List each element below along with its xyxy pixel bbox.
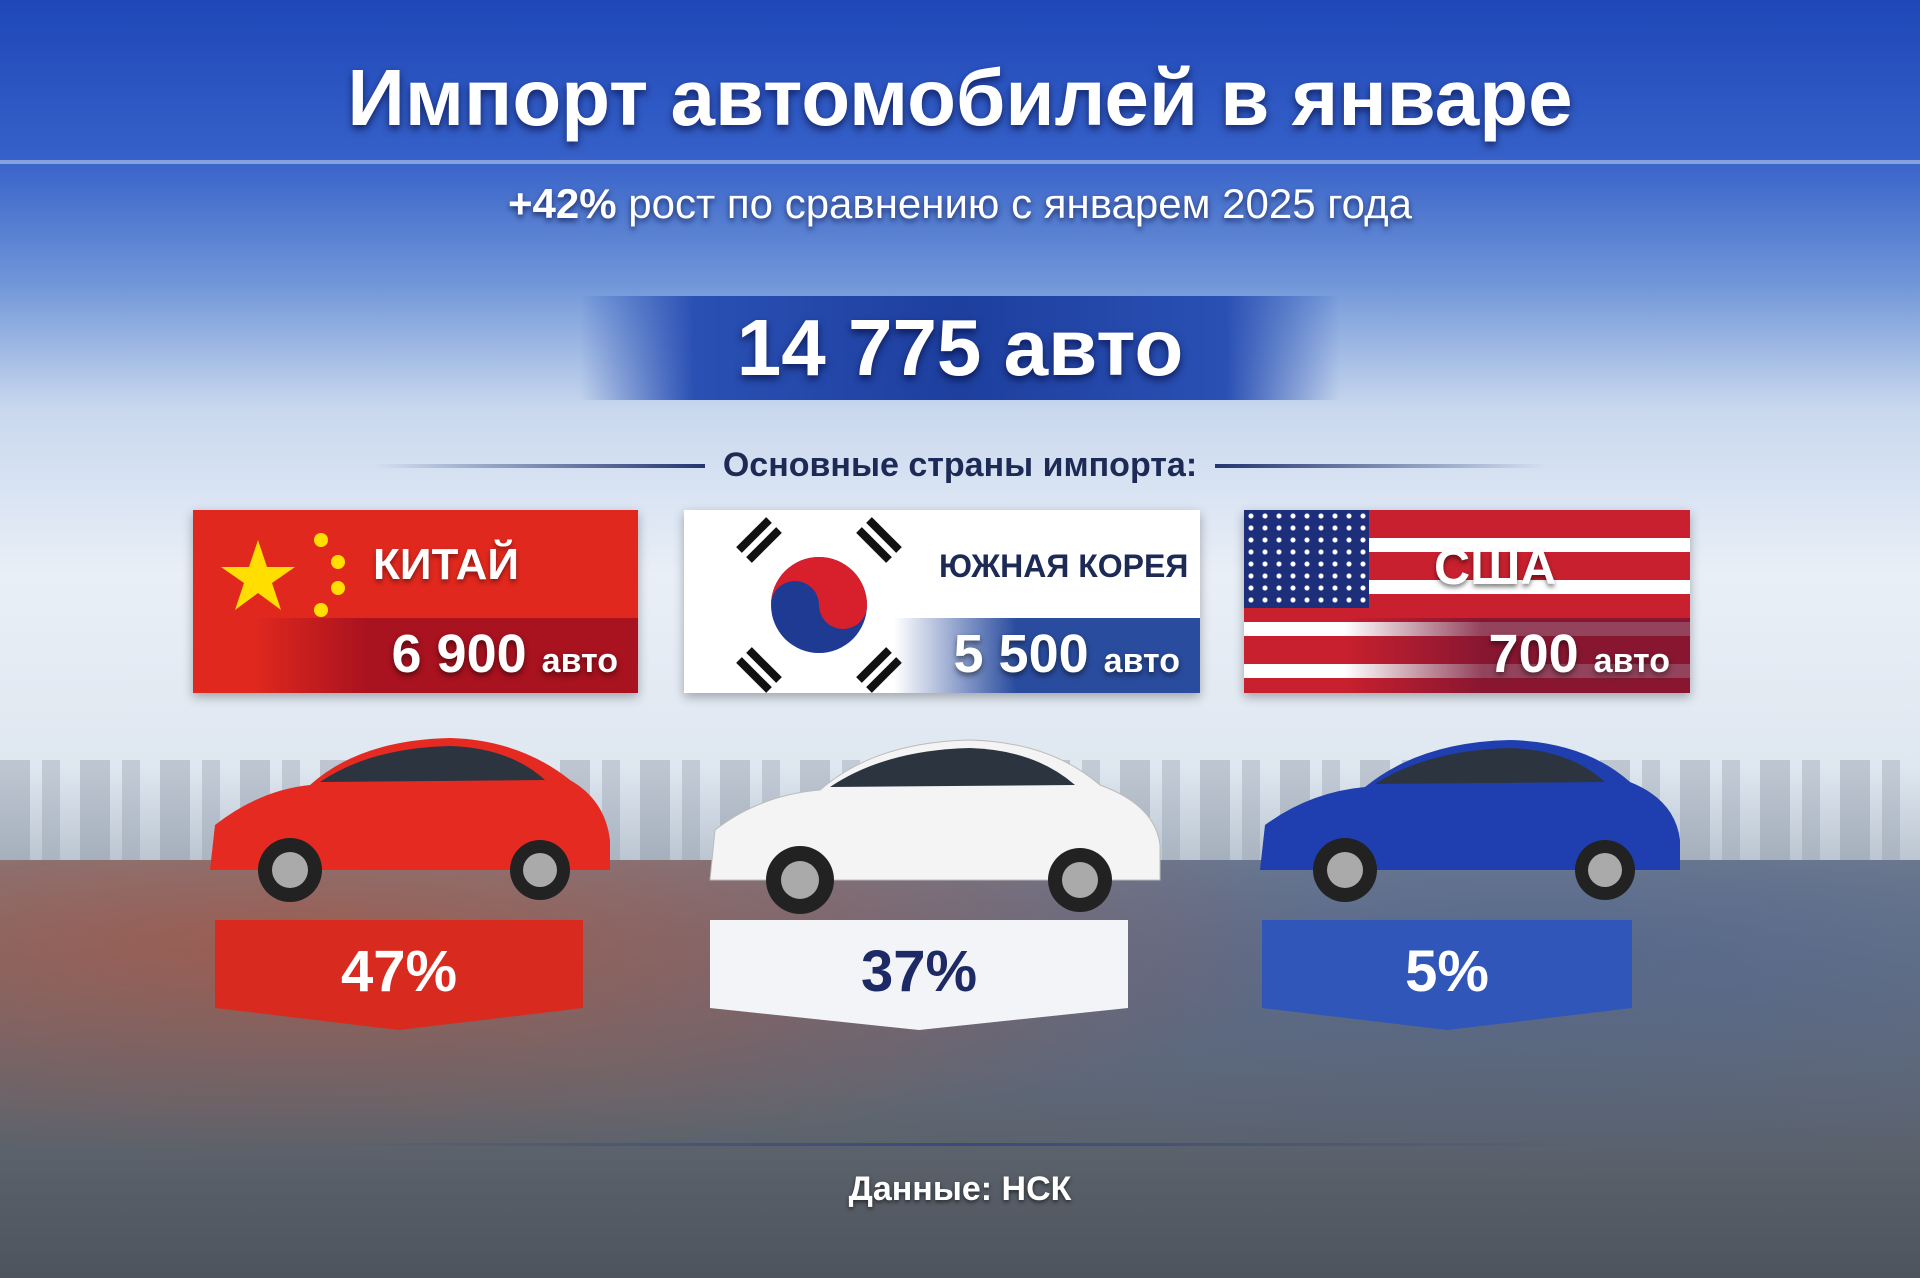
country-count: 6 900 авто (392, 623, 619, 685)
country-card-south-korea: ЮЖНАЯ КОРЕЯ 5 500 авто (684, 510, 1200, 693)
country-card-usa: США 700 авто (1244, 510, 1690, 693)
subtitle: +42% рост по сравнению с январем 2025 го… (0, 180, 1920, 228)
south-korea-flag-icon (736, 517, 902, 693)
footer-divider (330, 1143, 1590, 1146)
count-value: 700 (1488, 624, 1579, 684)
share-badge-usa: 5% (1262, 920, 1632, 1030)
country-name: ЮЖНАЯ КОРЕЯ (939, 548, 1189, 584)
country-name: США (1434, 539, 1557, 595)
country-card-china: КИТАЙ 6 900 авто (193, 510, 638, 693)
share-badge-south-korea: 37% (710, 920, 1128, 1030)
arrow-line-left (374, 463, 705, 468)
count-band (1344, 618, 1690, 693)
arrow-line-right (1215, 463, 1546, 468)
country-name: КИТАЙ (373, 540, 519, 589)
count-band (253, 618, 638, 693)
source-note: Данные: НСК (848, 1170, 1072, 1208)
share-badge-china: 47% (215, 920, 583, 1030)
car-white (709, 739, 1161, 914)
countries-heading: Основные страны импорта: (0, 446, 1920, 485)
divider (0, 160, 1920, 164)
count-value: 6 900 (391, 624, 527, 684)
countries-heading-text: Основные страны импорта: (722, 446, 1198, 484)
usa-flag-canton-icon (1244, 510, 1369, 608)
car-blue (1260, 740, 1680, 902)
count-unit: авто (1593, 642, 1670, 680)
count-value: 5 500 (953, 624, 1089, 684)
car-red (210, 738, 610, 902)
country-count: 700 авто (1489, 623, 1670, 685)
page-title: Импорт автомобилей в январе (347, 53, 1573, 142)
count-unit: авто (1103, 642, 1180, 680)
growth-text: рост по сравнению с январем 2025 года (628, 180, 1412, 227)
count-unit: авто (541, 642, 618, 680)
country-count: 5 500 авто (954, 623, 1181, 685)
china-flag-stars-icon (221, 533, 345, 617)
growth-value: +42% (508, 180, 617, 227)
total-imports: 14 775 авто (580, 296, 1340, 400)
count-band (894, 618, 1200, 693)
